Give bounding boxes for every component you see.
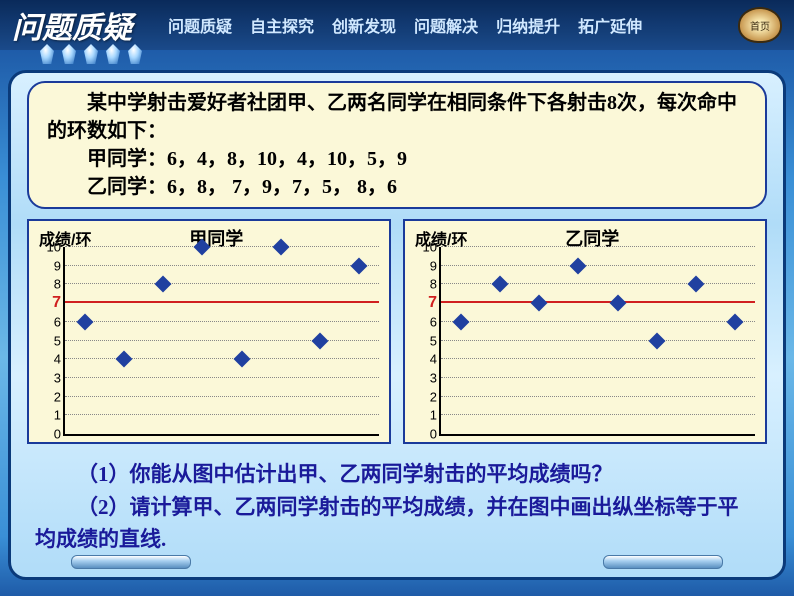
data-point: [570, 257, 587, 274]
data-point: [155, 276, 172, 293]
gridline: [65, 283, 379, 284]
nav-item-1[interactable]: 自主探究: [244, 11, 320, 39]
gridline: [65, 358, 379, 359]
gridline: [441, 246, 755, 247]
gridline: [65, 396, 379, 397]
questions-block: （1）你能从图中估计出甲、乙两同学射击的平均成绩吗？ （2）请计算甲、乙两同学射…: [35, 458, 759, 556]
data-point: [351, 257, 368, 274]
ytick-8: 8: [37, 277, 61, 292]
ytick-4: 4: [37, 352, 61, 367]
ytick-3: 3: [37, 370, 61, 385]
chart-a-plot: 012345678910: [63, 247, 379, 436]
ytick-10: 10: [37, 240, 61, 255]
gridline: [441, 396, 755, 397]
gridline: [65, 321, 379, 322]
gridline: [441, 414, 755, 415]
data-point: [233, 351, 250, 368]
prev-button[interactable]: [71, 555, 191, 569]
data-point: [648, 332, 665, 349]
ytick-4: 4: [413, 352, 437, 367]
page-title: 问题质疑: [12, 3, 132, 47]
data-point: [76, 313, 93, 330]
ytick-5: 5: [413, 333, 437, 348]
next-button[interactable]: [603, 555, 723, 569]
data-point: [688, 276, 705, 293]
data-point: [312, 332, 329, 349]
average-line: [441, 301, 755, 303]
nav-item-5[interactable]: 拓广延伸: [572, 11, 648, 39]
decoration-diamonds: [40, 44, 142, 64]
data-point: [115, 351, 132, 368]
gridline: [441, 283, 755, 284]
ytick-5: 5: [37, 333, 61, 348]
average-line: [65, 301, 379, 303]
ytick-8: 8: [413, 277, 437, 292]
problem-text-2: 甲同学：6，4，8，10，4，10，5，9: [47, 145, 747, 173]
problem-statement: 某中学射击爱好者社团甲、乙两名同学在相同条件下各射击8次，每次命中的环数如下： …: [27, 81, 767, 209]
ytick-6: 6: [37, 314, 61, 329]
ytick-3: 3: [413, 370, 437, 385]
nav-item-4[interactable]: 归纳提升: [490, 11, 566, 39]
ytick-2: 2: [413, 389, 437, 404]
gridline: [441, 340, 755, 341]
data-point: [609, 295, 626, 312]
nav-item-2[interactable]: 创新发现: [326, 11, 402, 39]
data-point: [491, 276, 508, 293]
ytick-1: 1: [37, 408, 61, 423]
nav-item-3[interactable]: 问题解决: [408, 11, 484, 39]
question-2: （2）请计算甲、乙两同学射击的平均成绩，并在图中画出纵坐标等于平均成绩的直线.: [35, 491, 759, 556]
charts-row: 成绩/环 甲同学 012345678910 成绩/环 乙同学 012345678…: [27, 219, 767, 444]
nav-item-0[interactable]: 问题质疑: [162, 11, 238, 39]
bottom-bar: [11, 555, 783, 573]
data-point: [531, 295, 548, 312]
ytick-0: 0: [413, 427, 437, 442]
gridline: [441, 377, 755, 378]
gridline: [441, 265, 755, 266]
gridline: [65, 246, 379, 247]
ytick-1: 1: [413, 408, 437, 423]
ytick-10: 10: [413, 240, 437, 255]
home-icon[interactable]: 首页: [738, 7, 782, 43]
chart-b: 成绩/环 乙同学 012345678910: [403, 219, 767, 444]
chart-a: 成绩/环 甲同学 012345678910: [27, 219, 391, 444]
gridline: [65, 377, 379, 378]
gridline: [441, 321, 755, 322]
data-point: [727, 313, 744, 330]
problem-text-1: 某中学射击爱好者社团甲、乙两名同学在相同条件下各射击8次，每次命中的环数如下：: [47, 89, 747, 145]
gridline: [65, 414, 379, 415]
ytick-9: 9: [37, 258, 61, 273]
data-point: [452, 313, 469, 330]
ytick-0: 0: [37, 427, 61, 442]
question-1: （1）你能从图中估计出甲、乙两同学射击的平均成绩吗？: [35, 458, 759, 491]
gridline: [441, 358, 755, 359]
nav-menu: 问题质疑 自主探究 创新发现 问题解决 归纳提升 拓广延伸: [162, 11, 648, 39]
chart-b-plot: 012345678910: [439, 247, 755, 436]
ytick-9: 9: [413, 258, 437, 273]
gridline: [65, 265, 379, 266]
ytick-7: 7: [413, 294, 437, 312]
ytick-2: 2: [37, 389, 61, 404]
ytick-7: 7: [37, 294, 61, 312]
ytick-6: 6: [413, 314, 437, 329]
problem-text-3: 乙同学：6，8， 7，9，7，5， 8，6: [47, 173, 747, 201]
top-bar: 问题质疑 问题质疑 自主探究 创新发现 问题解决 归纳提升 拓广延伸 首页: [0, 0, 794, 50]
gridline: [65, 340, 379, 341]
content-frame: 某中学射击爱好者社团甲、乙两名同学在相同条件下各射击8次，每次命中的环数如下： …: [8, 70, 786, 580]
